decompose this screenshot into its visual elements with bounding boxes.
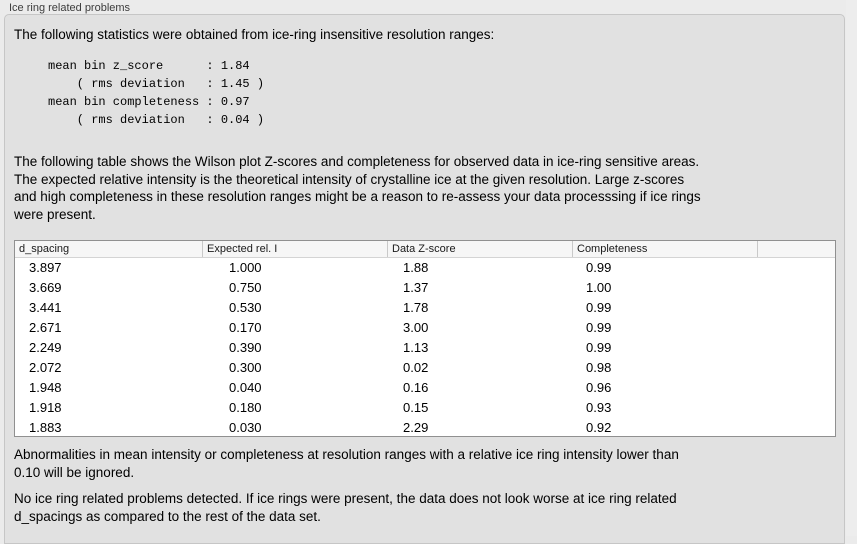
table-cell: 3.441: [29, 300, 62, 315]
table-row[interactable]: 1.918 0.180 0.15 0.93: [15, 398, 835, 418]
table-header-row: d_spacing Expected rel. I Data Z-score C…: [15, 241, 835, 258]
table-cell: 0.92: [586, 420, 612, 435]
table-cell: 0.99: [586, 320, 612, 335]
window-edge-strip: [846, 0, 857, 536]
table-cell: 1.37: [403, 280, 429, 295]
table-cell: 1.13: [403, 340, 429, 355]
table-row[interactable]: 3.669 0.750 1.37 1.00: [15, 278, 835, 298]
table-cell: 1.78: [403, 300, 429, 315]
table-cell: 2.072: [29, 360, 62, 375]
table-description-text: The following table shows the Wilson plo…: [14, 154, 701, 222]
ignore-threshold-note: Abnormalities in mean intensity or compl…: [14, 447, 679, 480]
conclusion-text: No ice ring related problems detected. I…: [14, 491, 677, 524]
table-cell: 0.16: [403, 380, 429, 395]
table-cell: 0.98: [586, 360, 612, 375]
table-cell: 0.170: [229, 320, 262, 335]
panel-title: Ice ring related problems: [9, 2, 131, 14]
table-cell: 0.15: [403, 400, 429, 415]
column-header-data-z-score[interactable]: Data Z-score: [388, 241, 573, 257]
table-cell: 0.040: [229, 380, 262, 395]
table-cell: [758, 338, 835, 358]
table-cell: 3.669: [29, 280, 62, 295]
table-cell: 0.390: [229, 340, 262, 355]
table-row[interactable]: 2.671 0.170 3.00 0.99: [15, 318, 835, 338]
table-cell: 1.000: [229, 260, 262, 275]
column-header-expected-rel-i[interactable]: Expected rel. I: [203, 241, 388, 257]
table-row[interactable]: 3.441 0.530 1.78 0.99: [15, 298, 835, 318]
table-row[interactable]: 2.249 0.390 1.13 0.99: [15, 338, 835, 358]
column-header-completeness[interactable]: Completeness: [573, 241, 758, 257]
table-cell: 0.99: [586, 300, 612, 315]
table-cell: 0.530: [229, 300, 262, 315]
table-cell: 1.918: [29, 400, 62, 415]
table-cell: 1.88: [403, 260, 429, 275]
table-cell: 0.99: [586, 340, 612, 355]
stats-summary-block: mean bin z_score : 1.84 ( rms deviation …: [48, 59, 265, 127]
table-cell: [758, 278, 835, 298]
table-row[interactable]: 2.072 0.300 0.02 0.98: [15, 358, 835, 378]
table-cell: 2.249: [29, 340, 62, 355]
table-row[interactable]: 1.883 0.030 2.29 0.92: [15, 418, 835, 436]
table-cell: 0.750: [229, 280, 262, 295]
ice-ring-table[interactable]: d_spacing Expected rel. I Data Z-score C…: [14, 240, 836, 437]
table-cell: 0.030: [229, 420, 262, 435]
table-cell: [758, 378, 835, 398]
table-cell: 0.99: [586, 260, 612, 275]
intro-statistics-text: The following statistics were obtained f…: [14, 27, 495, 42]
table-cell: 3.897: [29, 260, 62, 275]
table-cell: 0.93: [586, 400, 612, 415]
column-header-empty[interactable]: [758, 241, 835, 257]
table-cell: [758, 298, 835, 318]
table-cell: 2.671: [29, 320, 62, 335]
table-cell: 0.300: [229, 360, 262, 375]
table-cell: 1.883: [29, 420, 62, 435]
table-cell: 1.00: [586, 280, 612, 295]
table-row[interactable]: 3.897 1.000 1.88 0.99: [15, 258, 835, 278]
table-cell: [758, 318, 835, 338]
column-header-d-spacing[interactable]: d_spacing: [15, 241, 203, 257]
table-cell: 3.00: [403, 320, 429, 335]
table-cell: [758, 258, 835, 278]
table-cell: [758, 358, 835, 378]
table-row[interactable]: 1.948 0.040 0.16 0.96: [15, 378, 835, 398]
table-cell: 0.96: [586, 380, 612, 395]
table-cell: 1.948: [29, 380, 62, 395]
table-cell: [758, 398, 835, 418]
table-cell: 0.02: [403, 360, 429, 375]
table-body: 3.897 1.000 1.88 0.99 3.669 0.750 1.37 1.00 3.44…: [15, 258, 835, 436]
table-cell: 0.180: [229, 400, 262, 415]
table-cell: [758, 418, 835, 436]
table-cell: 2.29: [403, 420, 429, 435]
